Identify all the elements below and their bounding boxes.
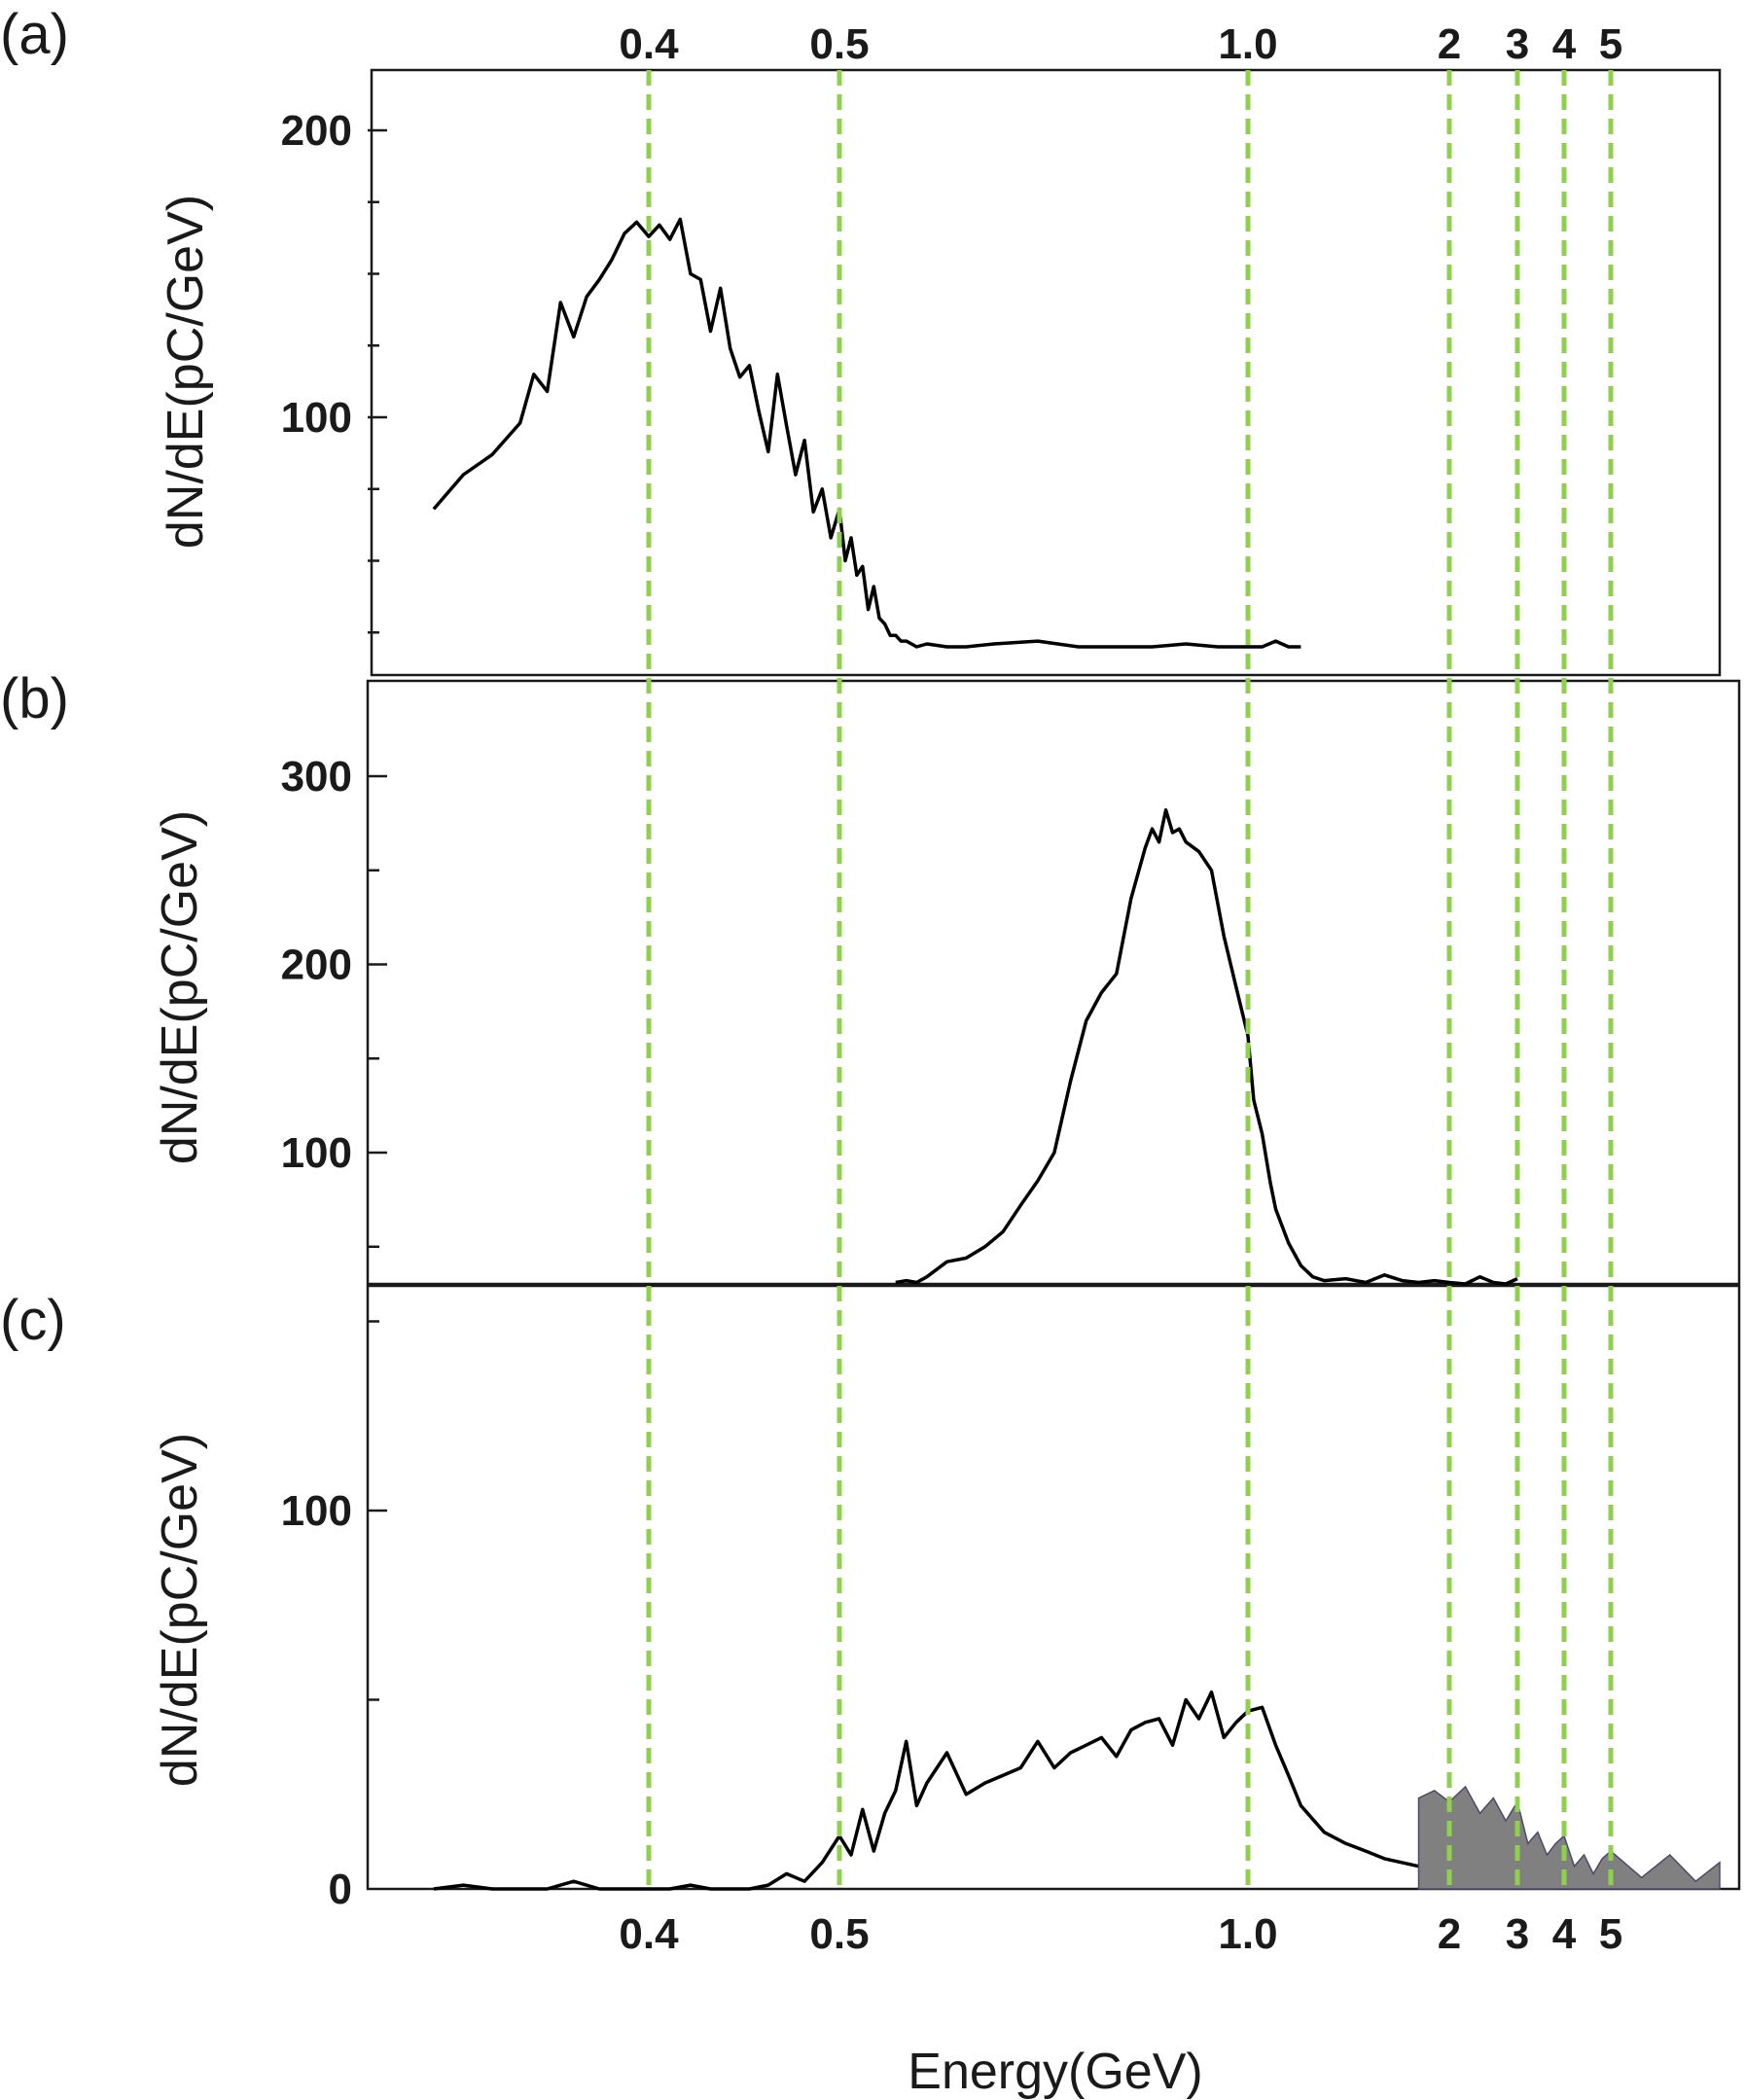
y-tick-label: 200 (281, 107, 352, 155)
x-tick-label-bottom: 1.0 (1218, 1910, 1277, 1958)
panel-c-shaded-area (1417, 1785, 1721, 1890)
x-tick-label-top: 3 (1506, 20, 1529, 68)
y-tick-label: 0 (329, 1866, 352, 1913)
panel-b-series-line (895, 808, 1518, 1286)
x-axis-title: Energy(GeV) (908, 2044, 1202, 2100)
x-tick-label-bottom: 4 (1552, 1910, 1577, 1958)
panel-c-series-line (433, 1690, 1419, 1891)
x-tick-label-bottom: 0.5 (809, 1910, 869, 1958)
x-tick-label-top: 2 (1438, 20, 1461, 68)
x-tick-label-bottom: 5 (1599, 1910, 1622, 1958)
panel-a-label: (a) (0, 3, 69, 66)
x-tick-label-top: 5 (1599, 20, 1622, 68)
x-tick-label-top: 1.0 (1218, 20, 1277, 68)
panel-b-label: (b) (0, 667, 69, 730)
x-tick-label-top: 4 (1552, 20, 1577, 68)
y-tick-label: 100 (281, 394, 352, 442)
panel-b-frame (366, 679, 1741, 1286)
panel-c-label: (c) (0, 1289, 66, 1352)
x-tick-label-bottom: 2 (1438, 1910, 1461, 1958)
tick-layer: 100 200 100 200 300 0 100 (281, 107, 387, 1913)
panel-b-ylabel: dN/dE(pC/GeV) (152, 810, 208, 1164)
panel-c-ylabel: dN/dE(pC/GeV) (152, 1433, 208, 1787)
x-tick-label-bottom: 3 (1506, 1910, 1529, 1958)
y-tick-label: 100 (281, 1487, 352, 1535)
x-tick-label-top: 0.4 (619, 20, 679, 68)
x-tick-label-bottom: 0.4 (619, 1910, 679, 1958)
curve-layer (432, 217, 1721, 1891)
panel-a-frame (370, 68, 1722, 677)
panel-c-frame (366, 1284, 1741, 1891)
panel-a-ylabel: dN/dE(pC/GeV) (158, 195, 214, 549)
y-tick-label: 100 (281, 1129, 352, 1177)
panel-a-series-line (432, 217, 1301, 649)
y-tick-label: 300 (281, 753, 352, 801)
y-tick-label: 200 (281, 942, 352, 989)
x-tick-label-top: 0.5 (809, 20, 869, 68)
